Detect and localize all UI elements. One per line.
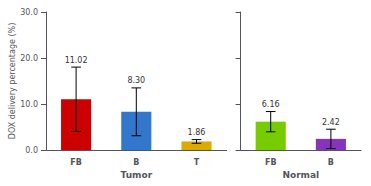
svg-text:FB: FB: [265, 158, 277, 167]
svg-text:2.42: 2.42: [322, 118, 340, 127]
svg-text:1.86: 1.86: [188, 128, 206, 137]
svg-text:FB: FB: [70, 158, 82, 167]
svg-text:T: T: [194, 158, 200, 167]
svg-text:0.0: 0.0: [25, 146, 38, 155]
svg-text:B: B: [133, 158, 139, 167]
svg-text:DOX delivery percentage (%): DOX delivery percentage (%): [8, 23, 17, 140]
svg-text:Tumor: Tumor: [121, 170, 153, 180]
svg-text:B: B: [328, 158, 334, 167]
svg-text:20.0: 20.0: [20, 54, 38, 63]
svg-text:Normal: Normal: [282, 170, 319, 180]
svg-text:8.30: 8.30: [127, 76, 145, 85]
svg-text:30.0: 30.0: [20, 8, 38, 17]
svg-text:11.02: 11.02: [65, 56, 88, 65]
svg-text:6.16: 6.16: [262, 100, 280, 109]
svg-text:10.0: 10.0: [20, 100, 38, 109]
